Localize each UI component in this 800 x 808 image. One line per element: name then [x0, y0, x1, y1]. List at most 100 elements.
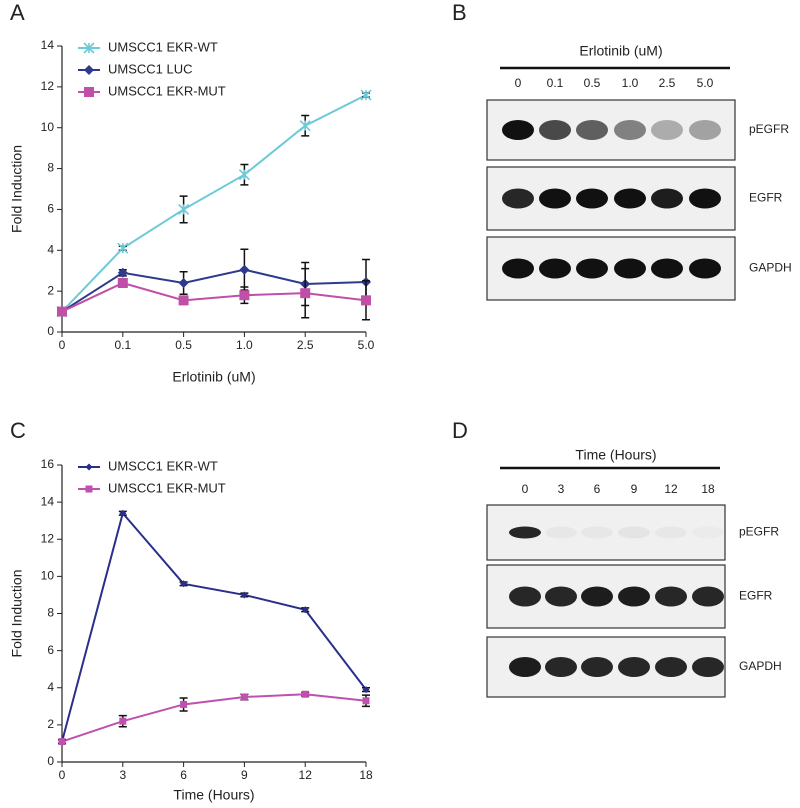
lane-label: 2.5 — [659, 76, 676, 90]
y-tick-label: 0 — [47, 754, 54, 768]
y-tick-label: 2 — [47, 283, 54, 297]
series-line — [61, 281, 367, 313]
lane-label: 0 — [522, 482, 529, 496]
band — [692, 586, 724, 607]
band — [581, 586, 613, 607]
y-tick-label: 4 — [47, 242, 54, 256]
row-label: GAPDH — [739, 659, 782, 673]
marker — [117, 242, 129, 254]
y-tick-label: 0 — [47, 324, 54, 338]
y-tick-label: 8 — [47, 606, 54, 620]
marker — [119, 509, 127, 517]
panel-label: A — [10, 0, 25, 25]
band — [502, 120, 534, 140]
series-line — [61, 94, 367, 313]
series-line — [61, 511, 367, 742]
x-axis-label: Erlotinib (uM) — [172, 369, 255, 385]
band — [651, 120, 683, 140]
band — [539, 258, 571, 279]
axis — [61, 465, 366, 763]
band — [689, 188, 721, 209]
y-tick-label: 12 — [41, 531, 55, 545]
marker — [240, 693, 248, 701]
band — [581, 526, 613, 539]
lane-label: 0 — [515, 76, 522, 90]
band — [692, 527, 724, 539]
blot-title: Time (Hours) — [575, 447, 656, 463]
lane-label: 6 — [594, 482, 601, 496]
band — [614, 258, 646, 279]
lane-label: 5.0 — [697, 76, 714, 90]
x-tick-label: 3 — [119, 768, 126, 782]
band — [576, 120, 608, 140]
marker — [300, 288, 311, 299]
y-axis-label: Fold Induction — [9, 570, 25, 658]
lane-label: 18 — [701, 482, 715, 496]
band — [692, 657, 724, 677]
marker — [301, 606, 309, 614]
y-tick-label: 4 — [47, 680, 54, 694]
x-tick-label: 12 — [299, 768, 313, 782]
y-tick-label: 6 — [47, 202, 54, 216]
marker — [361, 295, 371, 306]
band — [576, 258, 608, 279]
marker — [240, 591, 248, 599]
marker — [117, 267, 128, 278]
panel-label: C — [10, 418, 26, 443]
row-label: pEGFR — [749, 122, 789, 136]
x-tick-label: 0 — [59, 768, 66, 782]
marker — [178, 295, 189, 306]
y-tick-label: 10 — [41, 569, 55, 583]
row-label: GAPDH — [749, 261, 792, 275]
marker — [117, 277, 128, 288]
row-label: EGFR — [749, 191, 783, 205]
marker — [119, 717, 127, 725]
y-tick-label: 14 — [41, 38, 55, 52]
marker — [301, 690, 309, 698]
band — [618, 526, 650, 539]
x-tick-label: 6 — [180, 768, 187, 782]
blot-title: Erlotinib (uM) — [579, 43, 662, 59]
band — [509, 657, 541, 677]
y-tick-label: 10 — [41, 120, 55, 134]
lane-label: 0.1 — [547, 76, 564, 90]
row-label: pEGFR — [739, 525, 779, 539]
y-axis-label: Fold Induction — [9, 145, 25, 233]
marker — [180, 700, 188, 708]
band — [689, 258, 721, 279]
y-tick-label: 6 — [47, 643, 54, 657]
marker — [83, 42, 95, 54]
marker — [84, 65, 94, 75]
band — [689, 120, 721, 140]
band — [655, 586, 687, 607]
marker — [57, 306, 67, 317]
band — [614, 120, 646, 140]
lane-label: 0.5 — [584, 76, 601, 90]
marker — [360, 89, 372, 101]
row-label: EGFR — [739, 589, 773, 603]
marker — [238, 169, 250, 181]
x-axis-label: Time (Hours) — [173, 787, 254, 803]
marker — [84, 87, 94, 97]
marker — [178, 203, 190, 215]
band — [581, 657, 613, 677]
y-tick-label: 12 — [41, 79, 55, 93]
x-tick-label: 0 — [59, 338, 66, 352]
marker — [299, 120, 311, 132]
panel-label: B — [452, 0, 467, 25]
legend-label: UMSCC1 EKR-WT — [108, 39, 218, 54]
band — [545, 526, 577, 539]
marker — [362, 697, 370, 705]
band — [651, 188, 683, 209]
marker — [180, 580, 188, 588]
lane-label: 9 — [631, 482, 638, 496]
band — [614, 188, 646, 209]
x-tick-label: 1.0 — [236, 338, 253, 352]
marker — [58, 738, 66, 746]
x-tick-label: 5.0 — [358, 338, 375, 352]
band — [539, 120, 571, 140]
legend-label: UMSCC1 LUC — [108, 61, 193, 76]
legend-label: UMSCC1 EKR-WT — [108, 458, 218, 473]
legend-label: UMSCC1 EKR-MUT — [108, 83, 226, 98]
